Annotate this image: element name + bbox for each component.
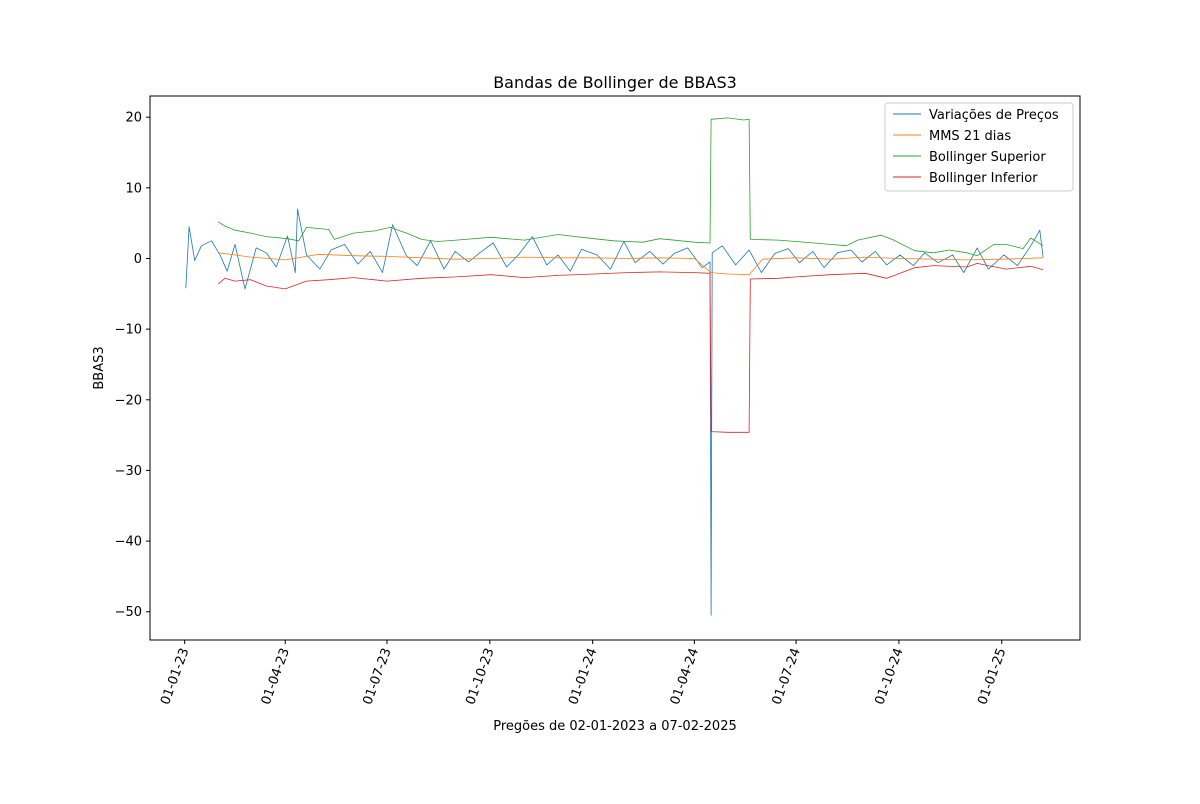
x-tick-label: 01-01-23 [158,646,192,707]
x-tick-label: 01-04-24 [668,646,702,707]
x-tick-label: 01-10-23 [463,646,497,707]
y-tick-label: −10 [115,323,142,338]
legend-box [884,102,1074,192]
legend-label: Bollinger Inferior [929,171,1038,186]
series-line-0 [185,208,1044,616]
x-tick-label: 01-01-25 [975,646,1009,707]
x-axis-label: Pregões de 02-01-2023 a 07-02-2025 [493,719,737,734]
series-line-3 [217,262,1044,433]
x-tick-label: 01-07-24 [770,646,804,707]
x-axis: 01-01-23 01-04-23 01-07-23 01-10-23 01-01-24… [158,640,1010,707]
plot-frame [149,95,1081,641]
legend-label: Bollinger Superior [929,150,1046,165]
y-tick-label: −30 [115,464,142,479]
y-axis: 20 10 0 −10 −20 −30 −40 −50 [115,111,150,620]
y-tick-label: 0 [134,252,142,267]
x-tick-label: 01-01-24 [566,646,600,707]
legend: Variações de Preços MMS 21 dias Bollinger … [884,102,1074,192]
x-tick-label: 01-07-23 [360,646,394,707]
y-tick-label: −20 [115,393,142,408]
y-tick-label: 20 [125,111,142,126]
y-tick-label: −40 [115,535,142,550]
legend-label: MMS 21 dias [929,129,1011,144]
chart-title: Bandas de Bollinger de BBAS3 [493,73,737,92]
series-line-1 [219,252,1044,276]
legend-label: Variações de Preços [929,108,1059,123]
x-tick-label: 01-04-23 [259,646,293,707]
y-tick-label: −50 [115,605,142,620]
y-tick-label: 10 [125,181,142,196]
y-axis-label: BBAS3 [92,346,107,389]
x-tick-label: 01-10-24 [872,646,906,707]
series-line-2 [217,117,1044,257]
plot-area [185,117,1044,616]
